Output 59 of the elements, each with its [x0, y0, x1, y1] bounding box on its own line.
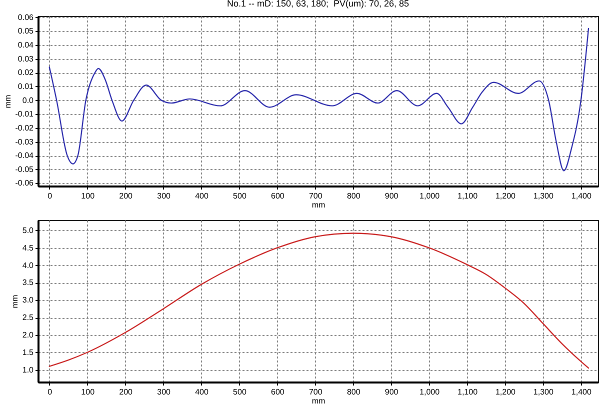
x-tick-label: 1,100	[458, 192, 478, 200]
y-tick-label: -0.05	[15, 164, 34, 174]
x-tick-label: 200	[119, 192, 134, 200]
y-tick-label: 0.03	[18, 54, 34, 64]
x-tick-label: 200	[119, 388, 134, 396]
y-tick-label: 0.0	[22, 96, 34, 105]
x-tick-label: 1,100	[458, 388, 478, 396]
y-axis-title: mm	[3, 94, 12, 108]
x-tick-label: 900	[384, 388, 399, 396]
y-tick-label: 0.05	[18, 26, 34, 36]
x-axis-title: mm	[312, 396, 326, 406]
x-tick-label: 800	[346, 388, 361, 396]
x-tick-label: 700	[308, 192, 323, 200]
y-tick-label: 0.02	[18, 68, 34, 78]
y-tick-label: -0.06	[15, 178, 34, 188]
y-tick-label: 0.01	[18, 82, 34, 91]
x-tick-label: 100	[81, 388, 96, 396]
x-tick-label: 300	[157, 388, 172, 396]
x-tick-label: 500	[233, 388, 247, 396]
x-tick-label: 600	[271, 192, 285, 200]
y-tick-label: 0.04	[18, 40, 34, 50]
y-tick-label: -0.04	[15, 151, 34, 160]
y-tick-label: 3.5	[22, 278, 34, 288]
x-tick-label: 700	[308, 388, 323, 396]
x-tick-label: 0	[48, 388, 53, 396]
x-tick-label: 1,300	[533, 388, 554, 396]
x-tick-label: 1,000	[420, 388, 440, 396]
y-axis-title: mm	[10, 294, 20, 308]
y-tick-label: 0.06	[18, 12, 34, 22]
chart-title: No.1 -- mD: 150, 63, 180; PV(um): 70, 26, 85	[226, 0, 410, 8]
x-tick-label: 1,400	[571, 388, 592, 396]
x-tick-label: 400	[195, 388, 209, 396]
line-series	[48, 28, 590, 172]
x-tick-label: 100	[81, 192, 96, 200]
y-tick-label: 5.0	[22, 226, 34, 235]
y-tick-label: -0.01	[15, 110, 34, 119]
y-tick-label: -0.03	[15, 137, 34, 146]
x-tick-label: 500	[233, 192, 247, 200]
y-tick-label: 1.0	[22, 365, 34, 374]
y-tick-label: 2.0	[22, 330, 34, 340]
y-tick-label: 4.0	[22, 260, 34, 270]
x-tick-label: 900	[384, 192, 399, 200]
x-tick-label: 400	[195, 192, 209, 200]
y-tick-label: 3.0	[22, 296, 34, 305]
x-tick-label: 800	[346, 192, 361, 200]
x-tick-label: 1,400	[571, 192, 592, 200]
y-tick-label: 1.5	[22, 348, 34, 357]
y-tick-label: -0.02	[15, 123, 34, 132]
line-series	[48, 232, 590, 369]
x-tick-label: 1,200	[495, 388, 516, 396]
x-tick-label: 1,300	[533, 192, 554, 200]
x-tick-label: 1,200	[495, 192, 516, 200]
x-tick-label: 300	[157, 192, 172, 200]
x-tick-label: 0	[48, 192, 53, 200]
x-tick-label: 600	[271, 388, 285, 396]
y-tick-label: 2.5	[22, 313, 34, 322]
x-tick-label: 1,000	[420, 192, 440, 200]
y-tick-label: 4.5	[22, 243, 34, 252]
x-axis-title: mm	[312, 200, 326, 210]
